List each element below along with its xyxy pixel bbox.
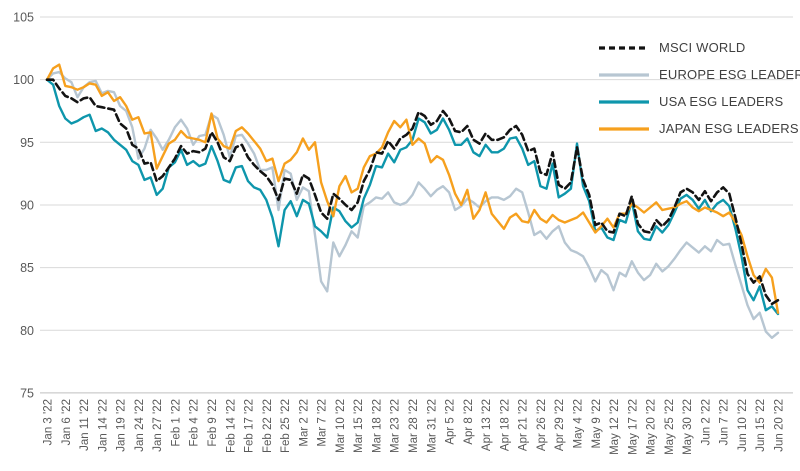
x-tick-label: Apr 18 '22 [499, 399, 511, 451]
x-tick-label: Jun 15 '22 [755, 399, 767, 452]
x-tick-label: Apr 5 '22 [445, 399, 457, 445]
x-tick-label: Jan 24 '22 [134, 399, 146, 452]
x-tick-label: Jan 14 '22 [97, 399, 109, 452]
y-tick-label: 100 [13, 73, 34, 87]
legend-item-msci-world: MSCI WORLD [598, 34, 800, 61]
x-tick-label: Jan 11 '22 [79, 399, 91, 451]
legend-item-europe-esg-leaders: EUROPE ESG LEADERS [598, 61, 800, 88]
x-tick-label: Mar 15 '22 [353, 399, 365, 453]
y-tick-label: 105 [13, 11, 34, 25]
x-tick-label: Apr 29 '22 [554, 399, 566, 451]
x-tick-label: Mar 7 '22 [317, 399, 329, 447]
legend-label: MSCI WORLD [659, 40, 746, 55]
x-tick-label: Jan 6 '22 [61, 399, 73, 445]
y-tick-label: 85 [20, 261, 34, 275]
x-tick-label: Mar 2 '22 [298, 399, 310, 447]
series-line-japan-esg-leaders [45, 63, 780, 314]
x-tick-label: May 9 '22 [591, 399, 603, 449]
legend-swatch-japan-esg-leaders [598, 125, 650, 133]
x-tick-label: Apr 21 '22 [518, 399, 530, 451]
x-tick-label: Jan 3 '22 [43, 399, 55, 445]
x-tick-label: May 30 '22 [682, 399, 694, 455]
x-tick-label: May 20 '22 [646, 399, 658, 455]
legend-swatch-europe-esg-leaders [598, 71, 650, 79]
x-tick-label: Mar 18 '22 [371, 399, 383, 453]
legend-label: EUROPE ESG LEADERS [659, 67, 800, 82]
y-tick-label: 75 [20, 386, 34, 400]
x-tick-label: Jun 2 '22 [700, 399, 712, 445]
x-tick-label: Feb 25 '22 [280, 399, 292, 453]
x-tick-label: May 25 '22 [664, 399, 676, 455]
x-tick-label: Jun 10 '22 [737, 399, 749, 452]
x-tick-label: Apr 26 '22 [536, 399, 548, 451]
legend-item-usa-esg-leaders: USA ESG LEADERS [598, 88, 800, 115]
legend-swatch-usa-esg-leaders [598, 98, 650, 106]
x-tick-label: Jan 19 '22 [116, 399, 128, 452]
x-tick-label: May 17 '22 [627, 399, 639, 455]
x-tick-label: Mar 23 '22 [390, 399, 402, 453]
x-tick-label: Jun 20 '22 [774, 399, 786, 452]
y-axis-tick-labels: 105 100 95 90 85 80 75 [13, 11, 34, 401]
x-tick-label: Feb 4 '22 [189, 399, 201, 447]
x-tick-label: Feb 22 '22 [262, 399, 274, 453]
x-tick-label: Mar 10 '22 [335, 399, 347, 453]
x-tick-label: Apr 13 '22 [481, 399, 493, 451]
x-tick-label: Jun 7 '22 [719, 399, 731, 445]
x-tick-label: Apr 8 '22 [463, 399, 475, 445]
legend-label: JAPAN ESG LEADERS [659, 121, 799, 136]
x-tick-label: Jan 27 '22 [152, 399, 164, 452]
y-tick-label: 80 [20, 324, 34, 338]
x-tick-label: Mar 31 '22 [426, 399, 438, 453]
legend-label: USA ESG LEADERS [659, 94, 784, 109]
series-line-europe-esg-leaders [45, 70, 780, 339]
legend-swatch-msci-world [598, 44, 650, 52]
chart-legend: MSCI WORLD EUROPE ESG LEADERS USA ESG LE… [598, 34, 800, 142]
x-tick-label: May 4 '22 [572, 399, 584, 449]
x-tick-label: Feb 14 '22 [225, 399, 237, 453]
x-tick-label: Feb 1 '22 [170, 399, 182, 447]
y-tick-label: 90 [20, 198, 34, 212]
x-tick-label: Feb 17 '22 [244, 399, 256, 453]
x-tick-label: Mar 28 '22 [408, 399, 420, 453]
y-tick-label: 95 [20, 136, 34, 150]
series-line-msci-world [45, 78, 780, 306]
x-tick-label: Feb 9 '22 [207, 399, 219, 447]
legend-item-japan-esg-leaders: JAPAN ESG LEADERS [598, 115, 800, 142]
x-axis-tick-labels: Jan 3 '22 Jan 6 '22 Jan 11 '22 Jan 14 '22 Ja… [43, 399, 786, 455]
x-tick-label: May 12 '22 [609, 399, 621, 455]
